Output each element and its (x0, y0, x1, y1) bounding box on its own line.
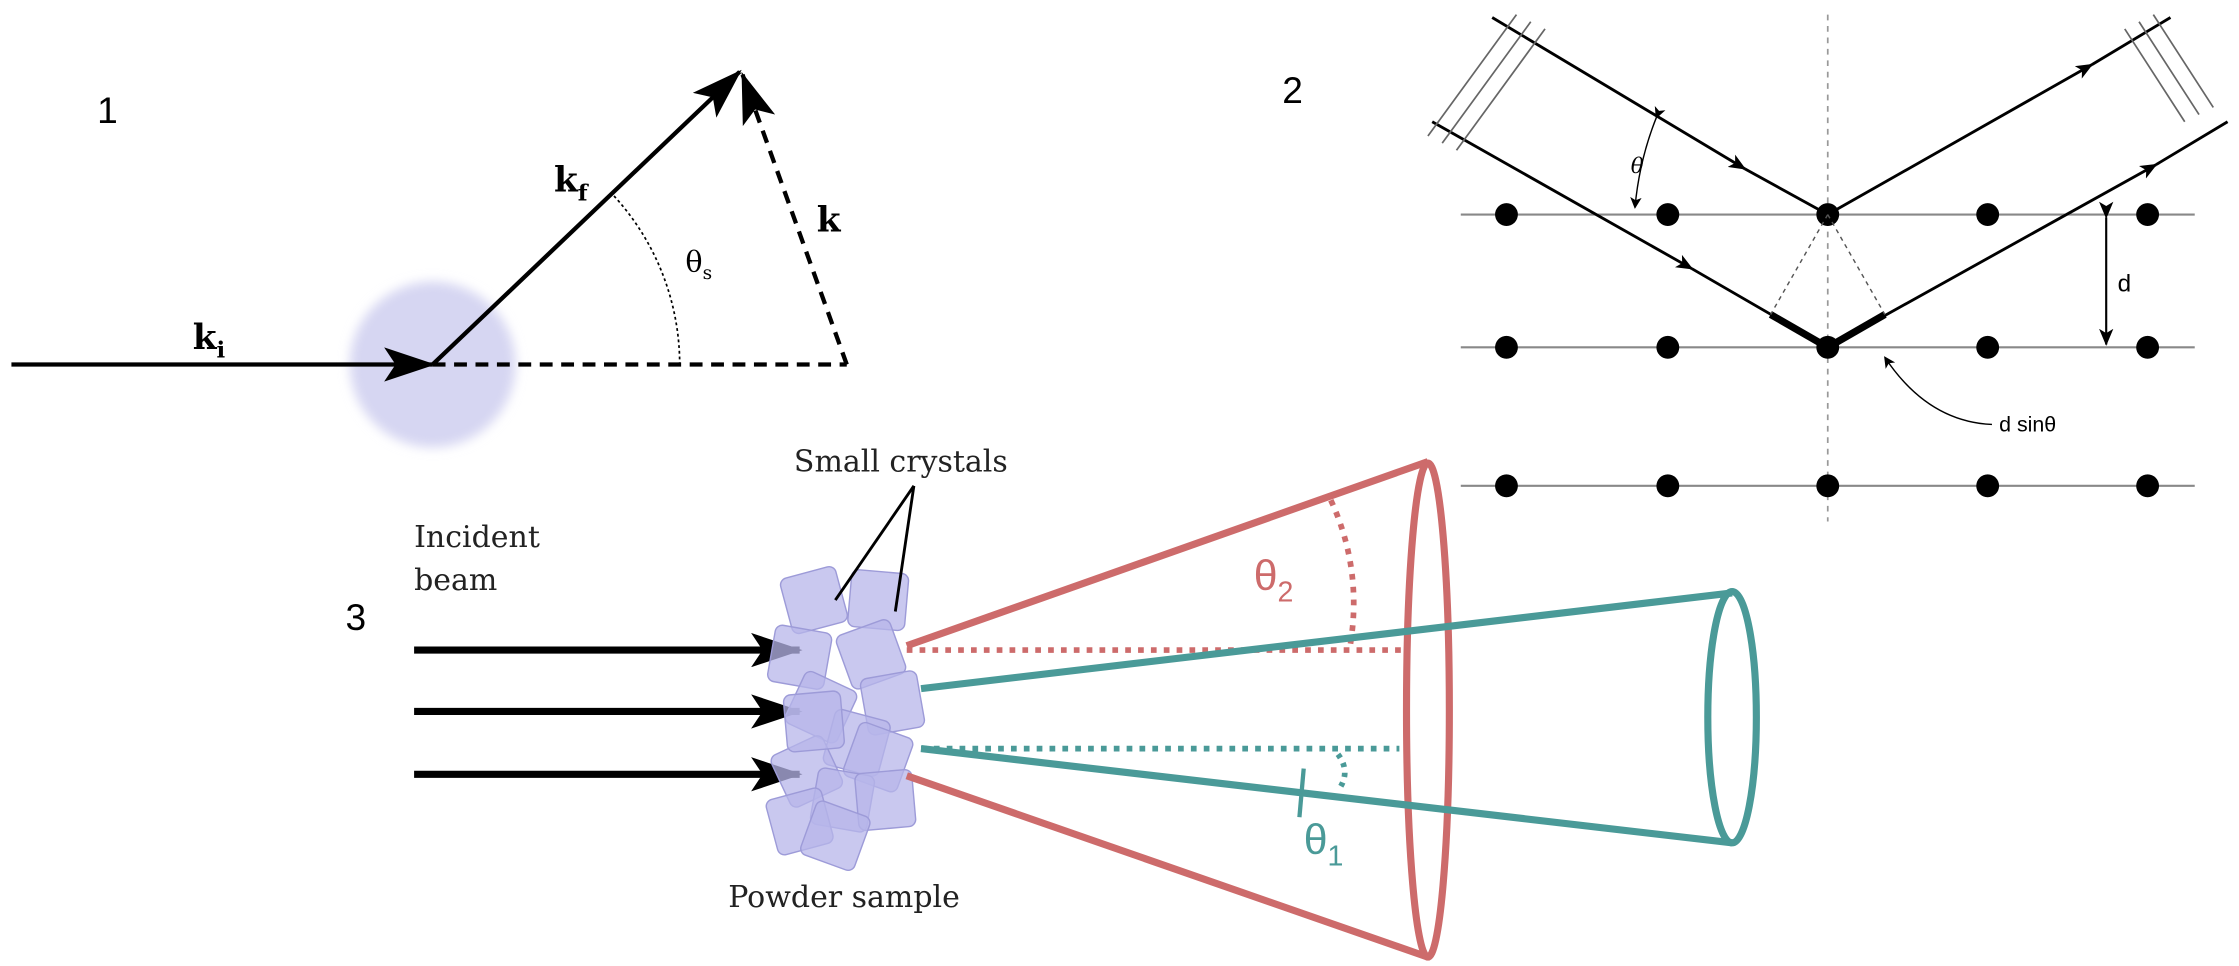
sample-label: Powder sample (728, 880, 960, 915)
atom (1976, 203, 1999, 226)
atom (1656, 203, 1679, 226)
path-segment (1771, 315, 1828, 348)
label-sub: f (578, 180, 590, 206)
cone-2 (907, 462, 1450, 957)
label-sub: i (217, 337, 226, 363)
beam-label: Incident (414, 520, 540, 555)
ray (1745, 169, 1828, 215)
theta1-label: θ1 (1304, 816, 1344, 872)
panel-label: 2 (1282, 69, 1303, 111)
powder-sample (765, 565, 926, 872)
atom (1816, 474, 1839, 497)
path-difference-label: d sinθ (1999, 413, 2056, 437)
cone-1 (921, 592, 1756, 843)
crystal (779, 565, 849, 635)
cone-rim (1708, 592, 1757, 843)
incident-beams (414, 650, 800, 774)
angle-arc (1338, 754, 1345, 788)
rays (1432, 17, 2227, 347)
panel-label: 3 (346, 596, 367, 638)
panel-label: 1 (97, 89, 118, 131)
construction-line (1828, 215, 1885, 315)
label-main: θ (685, 245, 702, 279)
atom (1976, 336, 1999, 359)
theta-s-label: θs (685, 245, 712, 284)
angle-arc (1331, 500, 1354, 650)
body: 1 ki kf k θs 2 θ d d sinθ 3 Incident bea… (0, 0, 2239, 966)
atom (2136, 336, 2159, 359)
spacing-label: d (2118, 271, 2132, 298)
label-main: θ (1254, 552, 1278, 600)
construction-lines (1771, 215, 1885, 315)
ray (1828, 65, 2092, 215)
atom (1495, 203, 1518, 226)
label-sub: 1 (1328, 841, 1344, 873)
crystal (783, 691, 845, 753)
cone-edge (921, 593, 1732, 689)
construction-line (1771, 215, 1828, 315)
label-sub: s (703, 263, 713, 284)
path-segment (1828, 315, 1885, 348)
page: {"panel_labels": ["1", "2", "3"], "panel… (0, 0, 2239, 966)
wavefront (2153, 15, 2213, 108)
ray (1432, 122, 1692, 269)
label-sub: 2 (1278, 577, 1294, 609)
wavefront (2125, 29, 2185, 122)
ray (2092, 17, 2171, 64)
k-incident-label: ki (193, 318, 226, 364)
atom (1495, 474, 1518, 497)
final-vector (433, 72, 740, 365)
atom (1656, 336, 1679, 359)
atom (1495, 336, 1518, 359)
ray (2156, 122, 2227, 165)
atom (2136, 203, 2159, 226)
atom (2136, 474, 2159, 497)
atom (1656, 474, 1679, 497)
wavefronts (1428, 15, 2213, 151)
diagram: 1 ki kf k θs 2 θ d d sinθ 3 Incident bea… (0, 0, 2239, 966)
cone-rim (1407, 463, 1450, 957)
label-main: θ (1304, 816, 1328, 864)
crystals-label: Small crystals (794, 445, 1008, 480)
leader-line (1885, 357, 1992, 424)
theta2-label: θ2 (1254, 552, 1294, 608)
atom (1976, 474, 1999, 497)
cone-edge (907, 776, 1428, 957)
wavefront (1428, 15, 1517, 136)
wavefront (1442, 22, 1531, 143)
k-final-label: kf (554, 161, 590, 207)
theta-label: θ (1631, 154, 1644, 179)
k-label: k (817, 201, 842, 241)
tick (1299, 769, 1303, 818)
wavefront (2139, 22, 2199, 115)
label-main: k (554, 161, 579, 201)
angle-arc (614, 196, 680, 364)
ray (1492, 17, 1745, 168)
label-main: k (193, 318, 218, 358)
wavefront (1456, 29, 1545, 150)
beam-label: beam (414, 563, 497, 598)
